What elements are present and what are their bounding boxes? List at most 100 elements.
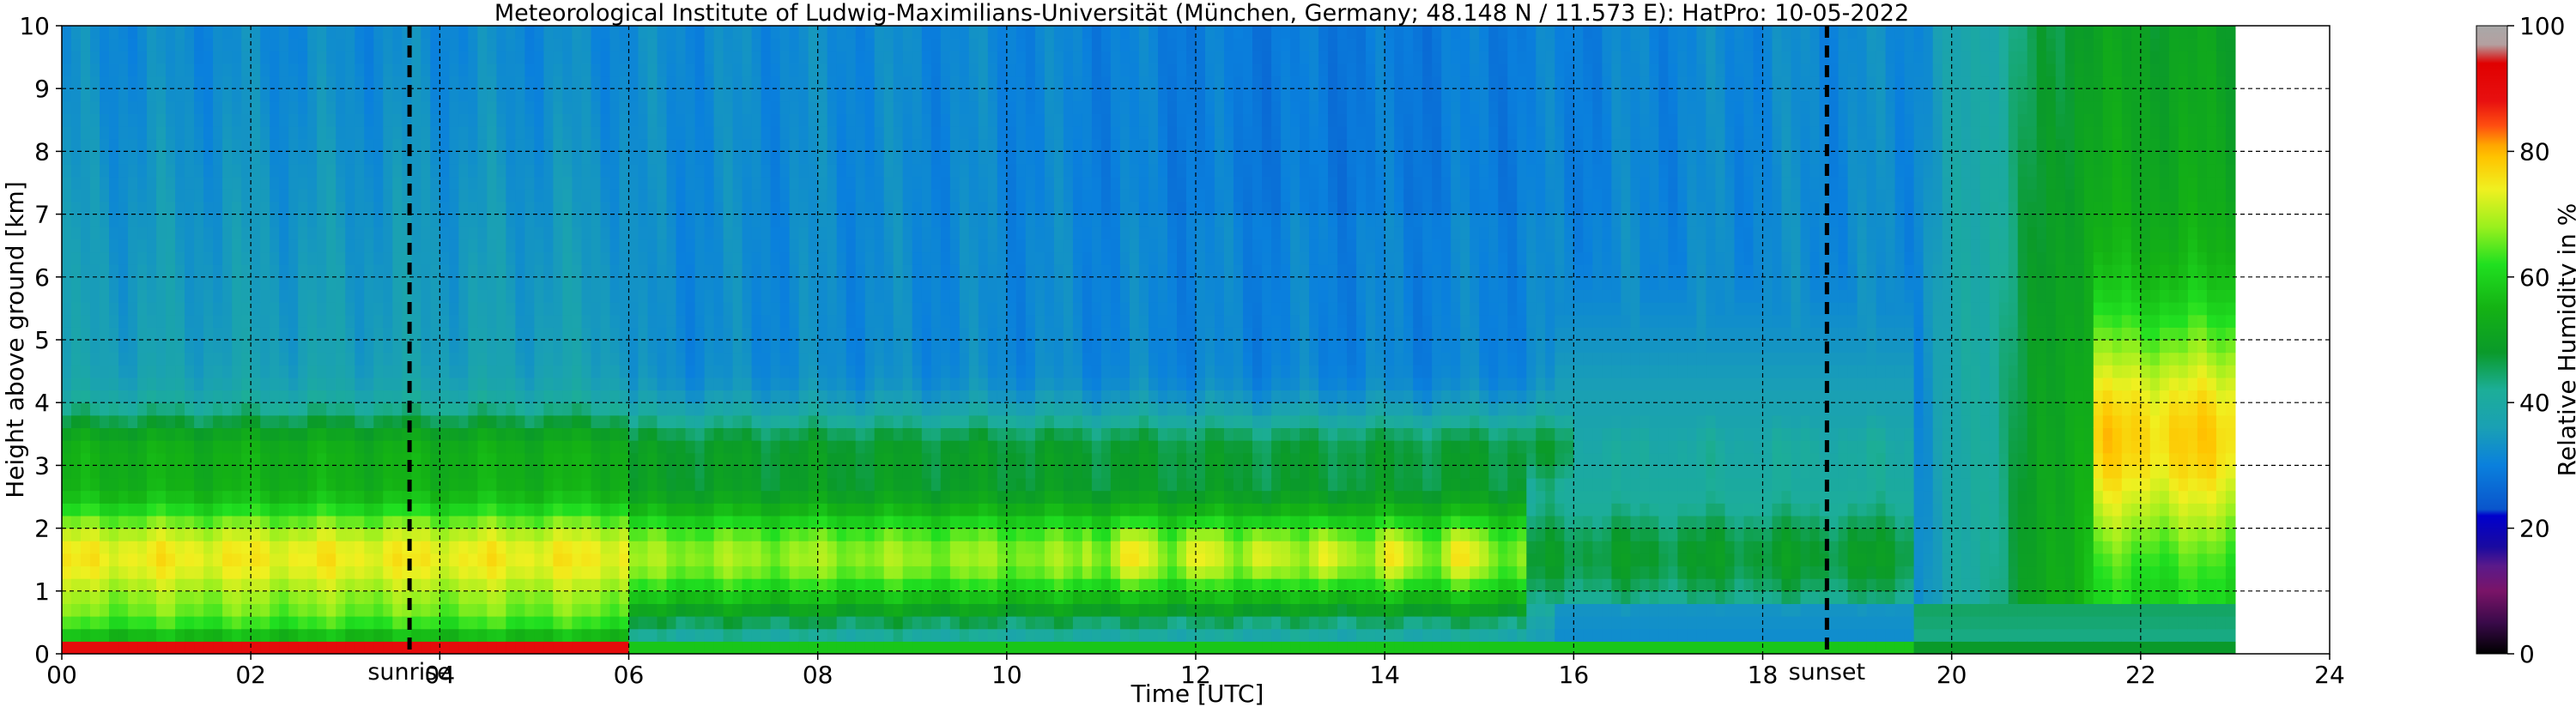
heatmap-cell xyxy=(864,365,876,378)
heatmap-cell xyxy=(421,490,431,504)
heatmap-cell xyxy=(846,440,857,454)
heatmap-cell xyxy=(949,214,961,227)
heatmap-cell xyxy=(676,202,687,215)
heatmap-cell xyxy=(383,251,393,265)
heatmap-cell xyxy=(421,176,431,190)
heatmap-cell xyxy=(100,565,110,579)
heatmap-cell xyxy=(279,100,289,114)
heatmap-cell xyxy=(978,616,989,630)
heatmap-cell xyxy=(600,251,611,265)
heatmap-cell xyxy=(685,38,696,51)
heatmap-cell xyxy=(118,76,129,89)
heatmap-cell xyxy=(836,314,847,328)
heatmap-cell xyxy=(90,641,100,654)
heatmap-cell xyxy=(326,541,336,554)
heatmap-cell xyxy=(902,138,913,152)
heatmap-cell xyxy=(761,427,772,441)
heatmap-cell xyxy=(175,51,185,64)
heatmap-cell xyxy=(562,251,573,265)
heatmap-cell xyxy=(836,327,847,341)
heatmap-cell xyxy=(317,516,327,529)
heatmap-cell xyxy=(543,541,554,554)
heatmap-cell xyxy=(600,352,611,366)
heatmap-cell xyxy=(836,38,847,51)
heatmap-cell xyxy=(855,88,866,102)
heatmap-cell xyxy=(185,414,195,428)
heatmap-cell xyxy=(761,414,772,428)
heatmap-cell xyxy=(751,38,762,51)
heatmap-cell xyxy=(534,553,544,567)
heatmap-cell xyxy=(798,390,809,403)
heatmap-cell xyxy=(373,113,384,127)
heatmap-cell xyxy=(638,189,649,202)
heatmap-cell xyxy=(676,189,687,202)
heatmap-cell xyxy=(619,478,630,492)
heatmap-cell xyxy=(619,289,630,303)
heatmap-cell xyxy=(798,578,809,592)
heatmap-cell xyxy=(175,402,185,416)
heatmap-cell xyxy=(864,427,876,441)
heatmap-cell xyxy=(128,38,138,51)
heatmap-cell xyxy=(761,26,772,39)
heatmap-cell xyxy=(562,427,573,441)
heatmap-cell xyxy=(175,553,185,567)
heatmap-cell xyxy=(147,427,157,441)
heatmap-cell xyxy=(685,138,696,152)
heatmap-cell xyxy=(270,516,280,529)
heatmap-cell xyxy=(355,176,365,190)
heatmap-cell xyxy=(364,239,374,253)
heatmap-cell xyxy=(704,452,715,466)
heatmap-cell xyxy=(524,126,535,140)
heatmap-cell xyxy=(959,377,970,391)
heatmap-cell xyxy=(874,76,885,89)
heatmap-cell xyxy=(383,314,393,328)
heatmap-cell xyxy=(430,590,440,604)
heatmap-cell xyxy=(524,113,535,127)
heatmap-cell xyxy=(392,251,403,265)
heatmap-cell xyxy=(940,414,951,428)
heatmap-cell xyxy=(827,503,838,517)
heatmap-cell xyxy=(270,51,280,64)
heatmap-cell xyxy=(770,340,781,354)
heatmap-cell xyxy=(713,302,724,316)
heatmap-cell xyxy=(657,478,668,492)
heatmap-cell xyxy=(883,578,894,592)
heatmap-cell xyxy=(506,151,516,165)
heatmap-cell xyxy=(619,603,630,617)
heatmap-cell xyxy=(232,176,242,190)
heatmap-cell xyxy=(864,76,876,89)
heatmap-cell xyxy=(430,427,440,441)
heatmap-cell xyxy=(883,365,894,378)
heatmap-cell xyxy=(411,427,421,441)
heatmap-cell xyxy=(421,452,431,466)
heatmap-cell xyxy=(779,126,791,140)
heatmap-cell xyxy=(81,38,91,51)
heatmap-cell xyxy=(355,452,365,466)
heatmap-cell xyxy=(921,414,932,428)
heatmap-cell xyxy=(893,365,904,378)
heatmap-cell xyxy=(496,427,506,441)
heatmap-cell xyxy=(779,276,791,290)
heatmap-cell xyxy=(591,202,602,215)
heatmap-cell xyxy=(137,528,148,541)
heatmap-cell xyxy=(713,452,724,466)
heatmap-cell xyxy=(515,440,525,454)
heatmap-cell xyxy=(921,51,932,64)
heatmap-cell xyxy=(600,541,611,554)
heatmap-cell xyxy=(496,264,506,278)
heatmap-cell xyxy=(345,214,355,227)
heatmap-cell xyxy=(685,490,696,504)
heatmap-cell xyxy=(562,176,573,190)
heatmap-cell xyxy=(647,26,658,39)
heatmap-cell xyxy=(987,289,998,303)
heatmap-cell xyxy=(307,302,318,316)
heatmap-cell xyxy=(81,352,91,366)
heatmap-cell xyxy=(477,126,488,140)
heatmap-cell xyxy=(628,440,639,454)
heatmap-cell xyxy=(779,151,791,165)
heatmap-cell xyxy=(619,541,630,554)
heatmap-cell xyxy=(402,289,412,303)
heatmap-cell xyxy=(827,314,838,328)
heatmap-cell xyxy=(543,176,554,190)
heatmap-cell xyxy=(619,553,630,567)
